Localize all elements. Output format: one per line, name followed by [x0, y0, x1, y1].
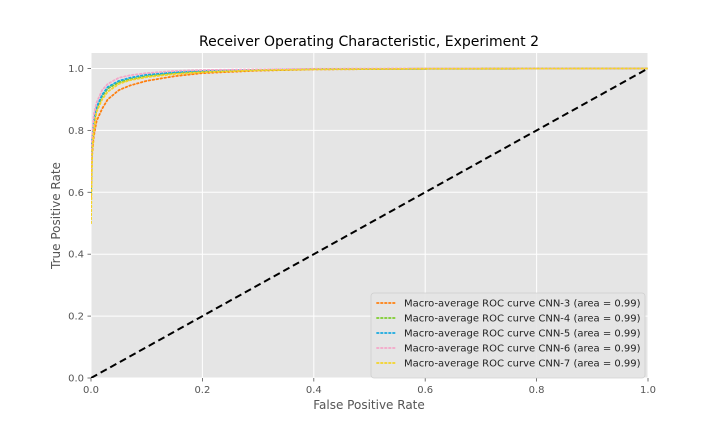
legend-label: Macro-average ROC curve CNN-5 (area = 0.… [404, 329, 641, 340]
series-layer [91, 67, 648, 378]
y-tick-label: 1.0 [68, 64, 84, 75]
y-axis-label: True Positive Rate [49, 162, 63, 270]
chance-diagonal-line [91, 67, 648, 378]
x-axis-label: False Positive Rate [313, 398, 425, 412]
x-tick-label: 0.0 [83, 385, 99, 396]
legend-label: Macro-average ROC curve CNN-6 (area = 0.… [404, 344, 641, 355]
x-tick-label: 0.8 [529, 385, 545, 396]
y-tick-label: 0.4 [68, 250, 84, 261]
legend-label: Macro-average ROC curve CNN-3 (area = 0.… [404, 299, 641, 310]
axis-ticks: 0.0 0.2 0.4 0.6 0.8 1.0 0.0 0.2 0.4 0.6 0.8 1.0 [68, 64, 656, 396]
legend-label: Macro-average ROC curve CNN-4 (area = 0.… [404, 314, 641, 325]
legend-label: Macro-average ROC curve CNN-7 (area = 0.… [404, 359, 641, 370]
legend-box [370, 292, 646, 379]
y-tick-label: 0.0 [68, 374, 84, 385]
y-tick-label: 0.6 [68, 188, 84, 199]
roc-curve-series-3 [91, 67, 648, 194]
x-tick-label: 0.2 [194, 385, 210, 396]
x-tick-label: 0.6 [417, 385, 433, 396]
chart-title: Receiver Operating Characteristic, Exper… [199, 34, 539, 50]
legend: Macro-average ROC curve CNN-3 (area = 0.… [370, 292, 646, 379]
y-tick-label: 0.2 [68, 312, 84, 323]
x-tick-label: 0.4 [306, 385, 322, 396]
x-tick-label: 1.0 [640, 385, 656, 396]
roc-curve-series-5 [91, 67, 648, 225]
y-tick-label: 0.8 [68, 126, 84, 137]
